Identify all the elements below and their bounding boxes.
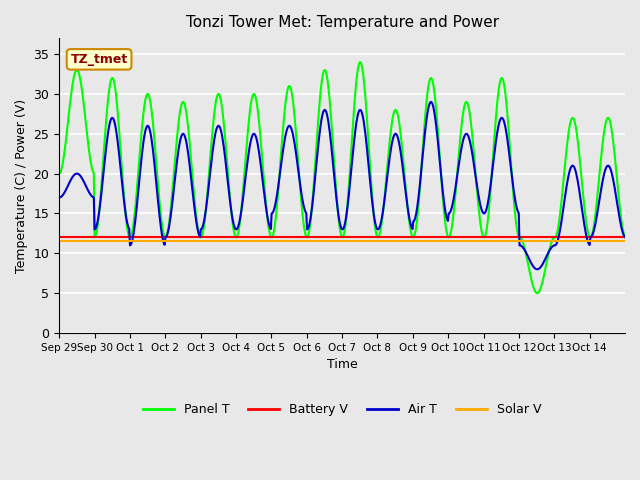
Battery V: [275, 235, 283, 240]
Line: Panel T: Panel T: [59, 62, 625, 293]
Panel T: [254, 106, 262, 112]
Air T: [122, 210, 129, 216]
Solar V: [621, 238, 629, 243]
Title: Tonzi Tower Met: Temperature and Power: Tonzi Tower Met: Temperature and Power: [186, 15, 499, 30]
Solar V: [254, 238, 262, 243]
Battery V: [55, 235, 63, 240]
Legend: Panel T, Battery V, Air T, Solar V: Panel T, Battery V, Air T, Solar V: [138, 398, 547, 421]
Line: Air T: Air T: [59, 102, 625, 269]
Air T: [254, 141, 262, 146]
Panel T: [433, 115, 441, 120]
Air T: [401, 179, 408, 184]
Air T: [433, 129, 441, 135]
Air T: [621, 234, 629, 240]
Air T: [55, 195, 63, 201]
Battery V: [621, 235, 629, 240]
Solar V: [122, 238, 129, 243]
Battery V: [226, 235, 234, 240]
Panel T: [401, 179, 409, 185]
Solar V: [275, 238, 283, 243]
Battery V: [122, 235, 129, 240]
Battery V: [254, 235, 262, 240]
Air T: [226, 194, 234, 200]
Panel T: [122, 211, 129, 217]
Y-axis label: Temperature (C) / Power (V): Temperature (C) / Power (V): [15, 98, 28, 273]
X-axis label: Time: Time: [326, 358, 358, 372]
Panel T: [55, 171, 63, 177]
Panel T: [621, 234, 629, 240]
Panel T: [356, 59, 364, 65]
Panel T: [226, 190, 234, 196]
Solar V: [432, 238, 440, 243]
Battery V: [432, 235, 440, 240]
Panel T: [275, 179, 283, 184]
Air T: [275, 178, 283, 184]
Text: TZ_tmet: TZ_tmet: [70, 53, 128, 66]
Air T: [427, 99, 435, 105]
Solar V: [401, 238, 408, 243]
Panel T: [533, 290, 541, 296]
Solar V: [226, 238, 234, 243]
Solar V: [55, 238, 63, 243]
Battery V: [401, 235, 408, 240]
Air T: [533, 266, 541, 272]
